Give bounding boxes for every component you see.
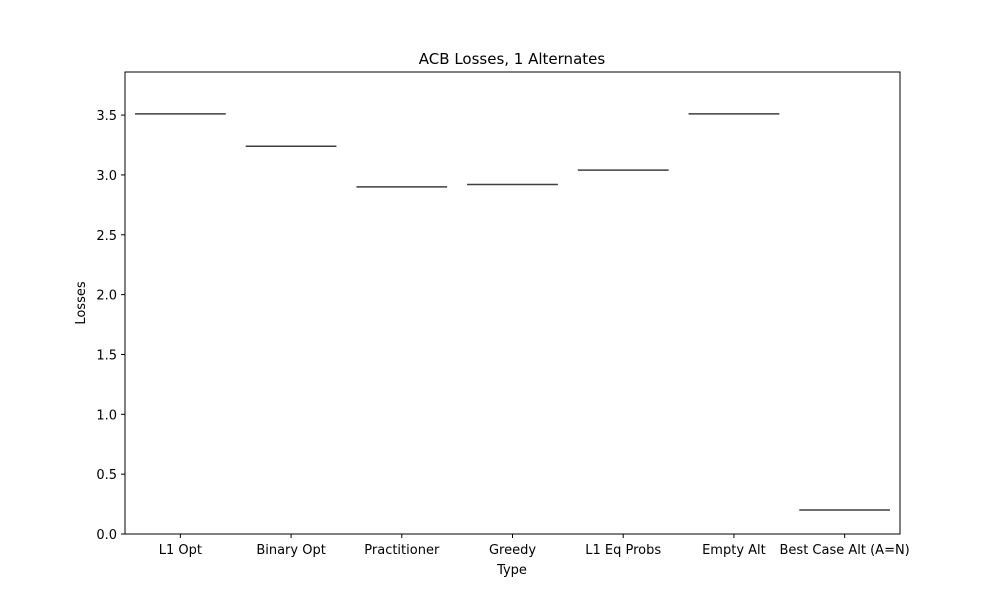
- y-tick-label: 2.5: [96, 229, 117, 244]
- x-tick-label: L1 Eq Probs: [585, 543, 661, 558]
- y-axis-label: Losses: [74, 281, 89, 325]
- y-tick-label: 1.5: [96, 348, 117, 363]
- x-tick-label: Binary Opt: [256, 543, 326, 558]
- y-tick-label: 0.0: [96, 528, 117, 543]
- y-tick-label: 1.0: [96, 408, 117, 423]
- chart-title: ACB Losses, 1 Alternates: [419, 50, 606, 68]
- y-tick-label: 2.0: [96, 289, 117, 304]
- y-tick-label: 3.5: [96, 109, 117, 124]
- x-tick-label: L1 Opt: [159, 543, 202, 558]
- plot-frame: [124, 71, 901, 535]
- x-axis: L1 Opt Binary Opt Practitioner Greedy L1 Eq …: [159, 534, 910, 558]
- x-tick-label: Empty Alt: [702, 543, 766, 558]
- y-tick-label: 3.0: [96, 169, 117, 184]
- y-tick-label: 0.5: [96, 468, 117, 483]
- x-tick-label: Best Case Alt (A=N): [780, 543, 910, 558]
- y-axis: 0.0 0.5 1.0 1.5 2.0 2.5 3.0 3.5: [96, 109, 125, 543]
- x-axis-label: Type: [496, 563, 527, 578]
- x-tick-label: Greedy: [489, 543, 536, 558]
- data-marks: [134, 113, 891, 511]
- x-tick-label: Practitioner: [364, 543, 440, 558]
